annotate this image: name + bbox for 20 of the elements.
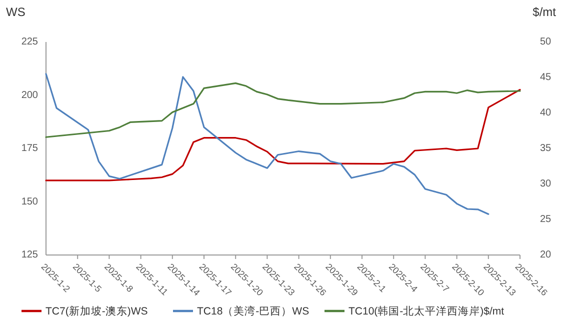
legend-label: TC18（美湾-巴西）WS [197,304,310,318]
y-tick-label: 175 [21,143,38,154]
line-series [45,82,521,138]
y-tick-label: 200 [21,90,38,101]
y-tick-label: 150 [21,196,38,208]
y-axis-title: WS [6,5,26,19]
legend-label: TC7(新加坡-澳东)WS [46,304,148,318]
y2-tick-label: 35 [540,143,552,154]
line-series [45,88,521,182]
legend-label: TC10(韩国-北太平洋西海岸)$/mt [348,304,504,318]
y2-tick-label: 30 [540,178,552,190]
y2-tick-label: 50 [540,36,552,48]
y2-tick-label: 25 [540,214,552,225]
y2-tick-label: 45 [540,72,552,83]
y-tick-label: 225 [21,36,38,48]
y-tick-label: 125 [21,250,38,260]
y2-tick-label: 20 [540,250,552,260]
y2-axis-title: $/mt [532,5,557,19]
line-series [45,73,490,215]
y2-tick-label: 40 [540,108,552,118]
